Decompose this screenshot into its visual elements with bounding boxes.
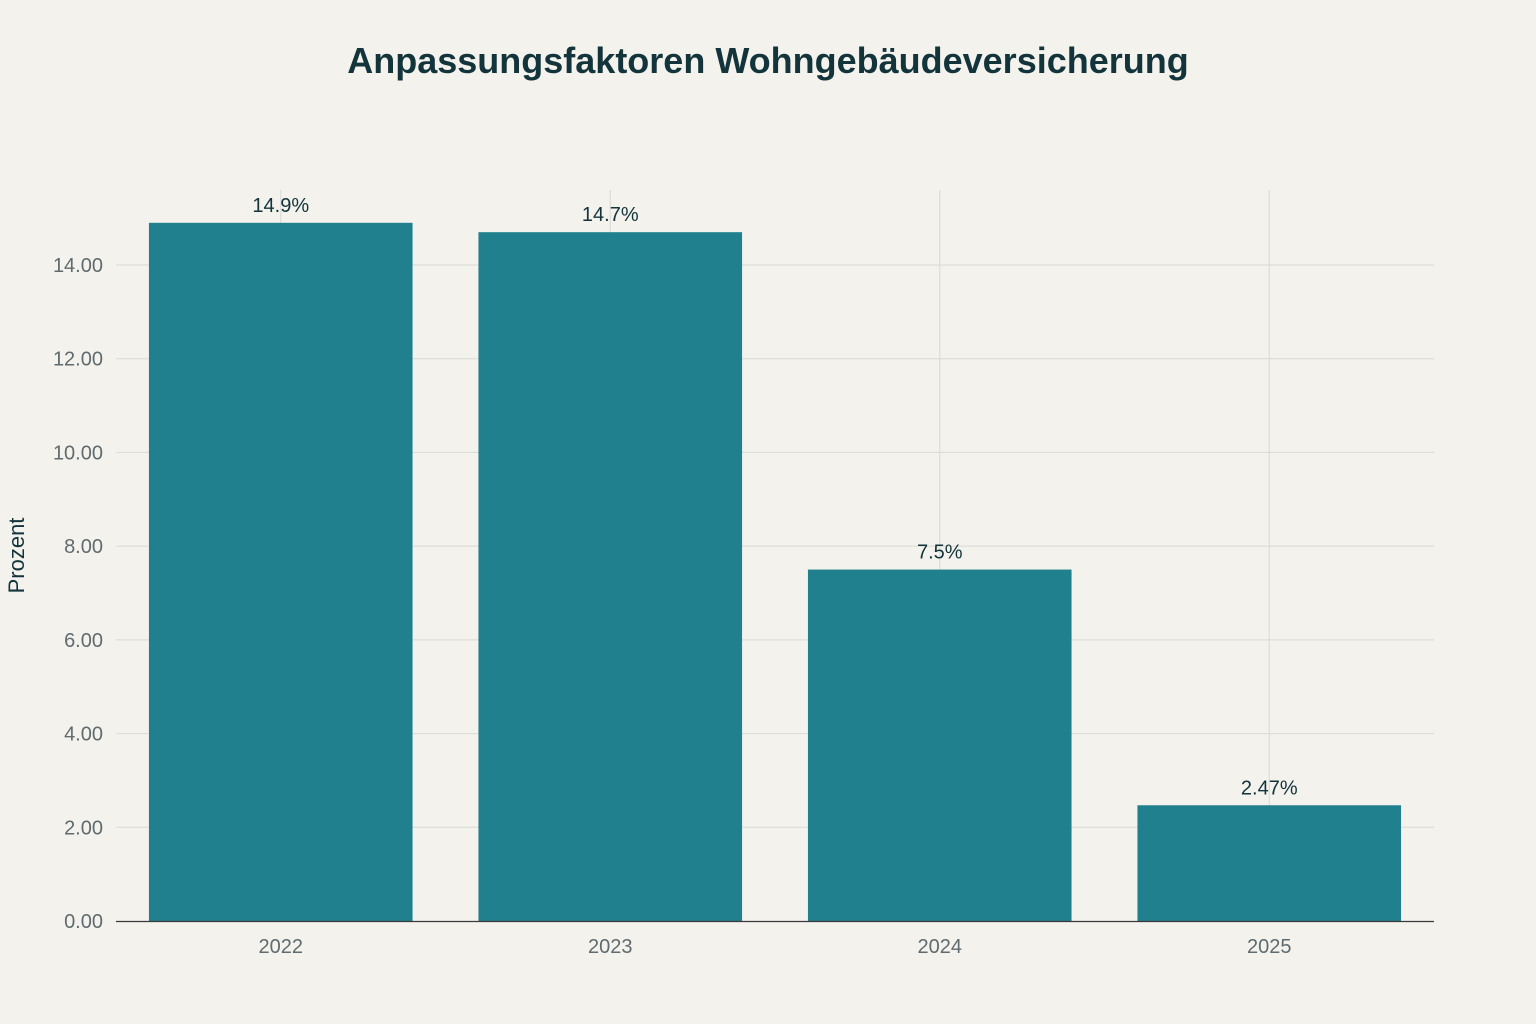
bar-2023 (478, 232, 743, 921)
y-axis-ticks: 0.00 2.00 4.00 6.00 8.00 10.00 12.00 14.00 (53, 255, 103, 933)
bars (148, 222, 1402, 922)
data-labels: 14.9% 14.7% 7.5% 2.47% (252, 195, 1297, 799)
x-tick-label: 2022 (259, 936, 304, 958)
y-tick-label: 14.00 (53, 255, 103, 277)
y-tick-label: 8.00 (64, 536, 103, 558)
y-tick-label: 4.00 (64, 724, 103, 746)
y-tick-label: 12.00 (53, 349, 103, 371)
bar-2024 (807, 569, 1072, 921)
data-label-2025: 2.47% (1241, 777, 1298, 799)
x-axis-ticks: 2022 2023 2024 2025 (259, 936, 1292, 958)
chart-title: Anpassungsfaktoren Wohngebäudeversicheru… (347, 40, 1189, 81)
x-tick-label: 2025 (1247, 936, 1292, 958)
y-tick-label: 6.00 (64, 630, 103, 652)
y-tick-label: 2.00 (64, 817, 103, 839)
data-label-2024: 7.5% (917, 542, 963, 564)
x-tick-label: 2023 (588, 936, 633, 958)
bar-2022 (148, 222, 413, 922)
bar-2025 (1137, 805, 1402, 921)
x-tick-label: 2024 (918, 936, 963, 958)
y-tick-label: 10.00 (53, 442, 103, 464)
y-tick-label: 0.00 (64, 911, 103, 933)
data-label-2023: 14.7% (582, 204, 639, 226)
data-label-2022: 14.9% (252, 195, 309, 217)
y-axis-title: Prozent (4, 518, 29, 594)
